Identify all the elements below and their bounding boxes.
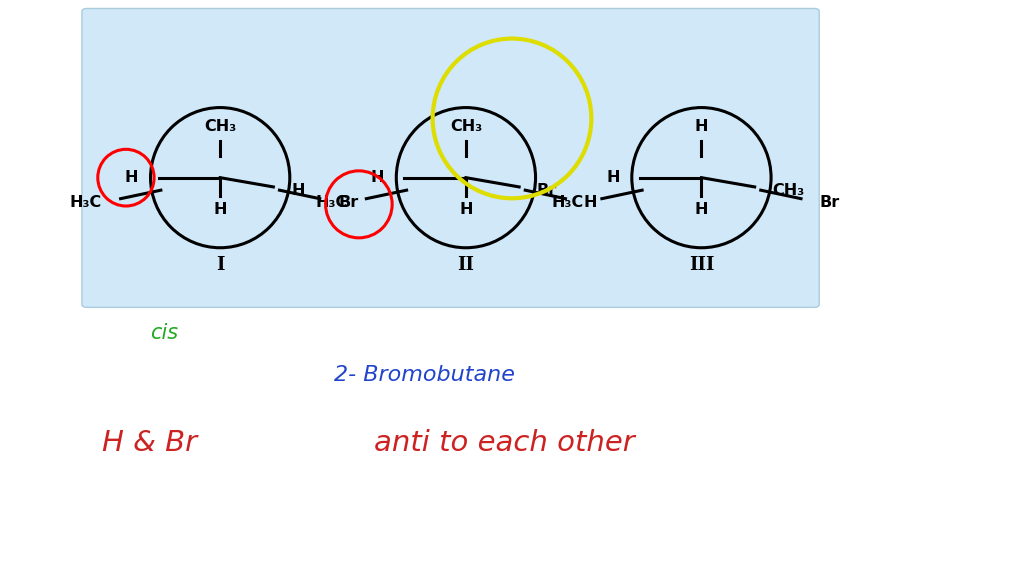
Text: H₃C: H₃C [315, 195, 348, 210]
Text: Br: Br [338, 195, 358, 210]
Text: H: H [694, 119, 709, 134]
Text: H₃C: H₃C [551, 195, 584, 210]
Text: 2- Bromobutane: 2- Bromobutane [335, 365, 515, 385]
Text: anti to each other: anti to each other [374, 429, 635, 457]
Text: H: H [694, 202, 709, 217]
Text: Br: Br [537, 183, 557, 197]
FancyBboxPatch shape [82, 8, 819, 307]
Text: CH₃: CH₃ [450, 119, 482, 134]
Text: H: H [459, 202, 473, 217]
Text: Br: Br [819, 195, 840, 210]
Text: H: H [584, 195, 597, 210]
Text: H: H [125, 170, 138, 185]
Text: CH₃: CH₃ [204, 119, 237, 134]
Text: cis: cis [151, 323, 178, 343]
Text: CH₃: CH₃ [772, 183, 805, 197]
Text: II: II [458, 256, 474, 274]
Text: H & Br: H & Br [102, 429, 198, 457]
Text: III: III [689, 256, 714, 274]
Text: H: H [213, 202, 227, 217]
Text: H: H [371, 170, 384, 185]
Text: I: I [216, 256, 224, 274]
Text: H₃C: H₃C [70, 195, 102, 210]
Text: H: H [606, 170, 620, 185]
Text: H: H [291, 183, 304, 197]
